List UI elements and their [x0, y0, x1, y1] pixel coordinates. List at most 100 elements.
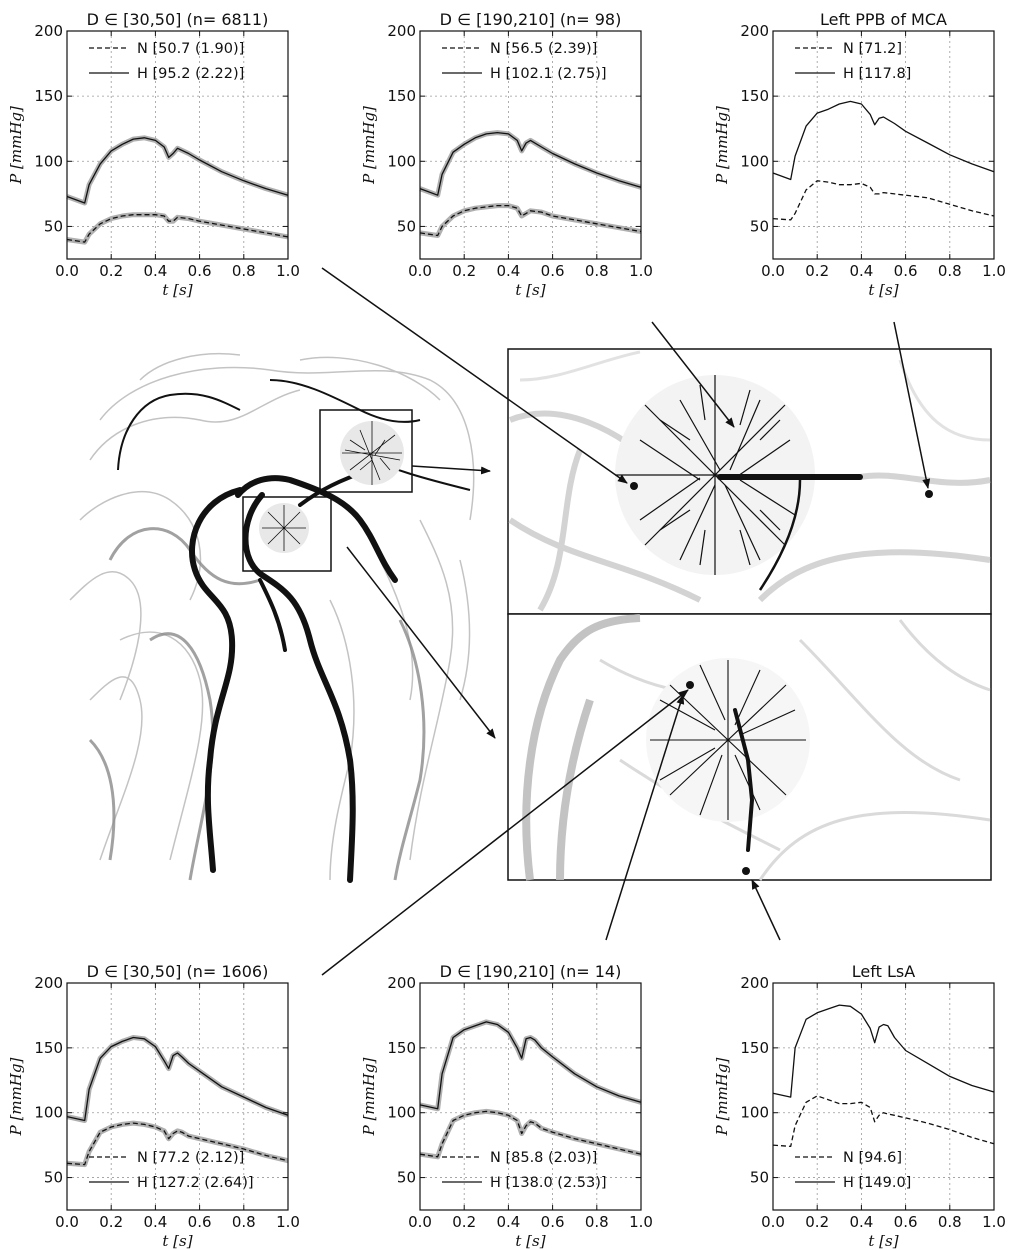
y-tick-label: 150 [34, 1039, 63, 1057]
legend: N [50.7 (1.90)] H [95.2 (2.22)] [89, 41, 244, 82]
axes-frame [66, 982, 289, 1211]
chart-panel-top-left: 0.0 0.2 0.4 0.6 0.8 1.0 50 100 150 200 D ∈ [30,50]… [7, 10, 300, 299]
legend: N [77.2 (2.12)] H [127.2 (2.64)] [89, 1150, 254, 1191]
x-tick-label: 0.2 [452, 1213, 476, 1231]
x-tick-label: 0.6 [894, 262, 918, 280]
chart-title: Left PPB of MCA [820, 10, 947, 29]
x-tick-label: 0.0 [761, 1213, 785, 1231]
axes-frame [66, 30, 289, 260]
legend-label: H [138.0 (2.53)] [490, 1175, 607, 1191]
x-tick-label: 1.0 [982, 262, 1006, 280]
legend-label: N [94.6] [843, 1150, 902, 1166]
x-axis-label: t [s] [162, 1232, 192, 1250]
chart-title: Left LsA [852, 962, 915, 981]
x-axis-label: t [s] [515, 1232, 545, 1250]
series-band-1 [419, 130, 642, 198]
y-tick-label: 100 [34, 152, 63, 170]
y-axis-label: P [mmHg] [713, 106, 731, 185]
y-tick-label: 50 [750, 1169, 769, 1187]
series-band-0 [419, 203, 642, 238]
y-tick-label: 50 [397, 217, 416, 235]
chart-panel-bottom-left: 0.0 0.2 0.4 0.6 0.8 1.0 50 100 150 200 D ∈ [30,50]… [7, 962, 300, 1250]
x-tick-label: 1.0 [629, 1213, 653, 1231]
series-line-0 [66, 214, 289, 243]
y-tick-label: 50 [44, 1169, 63, 1187]
series-line-1 [419, 1021, 642, 1110]
x-tick-label: 0.0 [55, 1213, 79, 1231]
vessel-network-illustration [69, 352, 475, 883]
series-band-1 [419, 1019, 642, 1112]
legend: N [94.6] H [149.0] [795, 1150, 911, 1191]
x-tick-label: 0.2 [805, 1213, 829, 1231]
x-tick-label: 0.2 [452, 262, 476, 280]
y-axis-label: P [mmHg] [7, 106, 25, 185]
y-tick-label: 200 [740, 974, 769, 992]
axes-frame [419, 982, 642, 1211]
y-tick-label: 100 [740, 1104, 769, 1122]
chart-title: D ∈ [30,50] (n= 1606) [87, 962, 269, 981]
x-axis-label: t [s] [868, 281, 898, 299]
axes-frame [419, 30, 642, 260]
series-line-0 [419, 204, 642, 237]
chart-panel-top-middle: 0.0 0.2 0.4 0.6 0.8 1.0 50 100 150 200 D ∈ [190,21… [360, 10, 653, 299]
x-tick-label: 0.8 [585, 262, 609, 280]
x-tick-label: 0.2 [99, 262, 123, 280]
series-line-0 [772, 180, 995, 221]
x-tick-label: 0.8 [938, 262, 962, 280]
series-line-1 [772, 1004, 995, 1098]
legend-label: N [77.2 (2.12)] [137, 1150, 244, 1166]
x-tick-label: 0.6 [894, 1213, 918, 1231]
y-axis-label: P [mmHg] [360, 106, 378, 185]
x-tick-label: 0.0 [761, 262, 785, 280]
series-line-1 [772, 100, 995, 181]
y-tick-label: 200 [740, 22, 769, 40]
connector-arrows [321, 267, 931, 976]
x-tick-label: 0.4 [849, 1213, 873, 1231]
y-tick-label: 50 [44, 217, 63, 235]
series-line-0 [772, 1095, 995, 1148]
x-tick-label: 0.4 [143, 1213, 167, 1231]
x-tick-label: 0.8 [232, 262, 256, 280]
chart-panel-top-right: 0.0 0.2 0.4 0.6 0.8 1.0 50 100 150 200 Left PPB of… [713, 10, 1006, 299]
y-tick-label: 100 [740, 152, 769, 170]
y-tick-label: 150 [34, 87, 63, 105]
x-tick-label: 0.6 [541, 1213, 565, 1231]
legend: N [71.2] H [117.8] [795, 41, 911, 82]
x-tick-label: 0.4 [496, 262, 520, 280]
y-tick-label: 100 [387, 152, 416, 170]
x-tick-label: 0.0 [408, 1213, 432, 1231]
x-tick-label: 0.4 [143, 262, 167, 280]
legend-label: N [85.8 (2.03)] [490, 1150, 597, 1166]
y-tick-label: 150 [740, 1039, 769, 1057]
chart-panel-bottom-right: 0.0 0.2 0.4 0.6 0.8 1.0 50 100 150 200 Left LsA t [… [713, 962, 1006, 1250]
x-tick-label: 1.0 [982, 1213, 1006, 1231]
legend-label: H [149.0] [843, 1175, 911, 1191]
y-tick-label: 150 [387, 87, 416, 105]
series-band-1 [66, 1035, 289, 1123]
x-tick-label: 0.6 [188, 262, 212, 280]
zoom-panel-upper [507, 348, 992, 615]
y-tick-label: 200 [34, 22, 63, 40]
x-axis-label: t [s] [868, 1232, 898, 1250]
axes-frame [772, 30, 995, 260]
y-tick-label: 100 [34, 1104, 63, 1122]
y-axis-label: P [mmHg] [713, 1058, 731, 1137]
chart-title: D ∈ [190,210] (n= 14) [440, 962, 622, 981]
x-tick-label: 1.0 [276, 1213, 300, 1231]
y-tick-label: 200 [387, 974, 416, 992]
legend-label: H [102.1 (2.75)] [490, 66, 607, 82]
series-line-0 [66, 1122, 289, 1166]
x-tick-label: 0.6 [188, 1213, 212, 1231]
series-line-0 [419, 1110, 642, 1158]
chart-panel-bottom-middle: 0.0 0.2 0.4 0.6 0.8 1.0 50 100 150 200 D ∈ [190,21… [360, 962, 653, 1250]
series-line-1 [419, 131, 642, 196]
x-tick-label: 1.0 [276, 262, 300, 280]
chart-title: D ∈ [190,210] (n= 98) [440, 10, 622, 29]
axes-frame [772, 982, 995, 1211]
series-line-1 [66, 1036, 289, 1122]
legend-label: H [95.2 (2.22)] [137, 66, 244, 82]
x-tick-label: 0.6 [541, 262, 565, 280]
y-tick-label: 150 [387, 1039, 416, 1057]
x-tick-label: 0.8 [232, 1213, 256, 1231]
